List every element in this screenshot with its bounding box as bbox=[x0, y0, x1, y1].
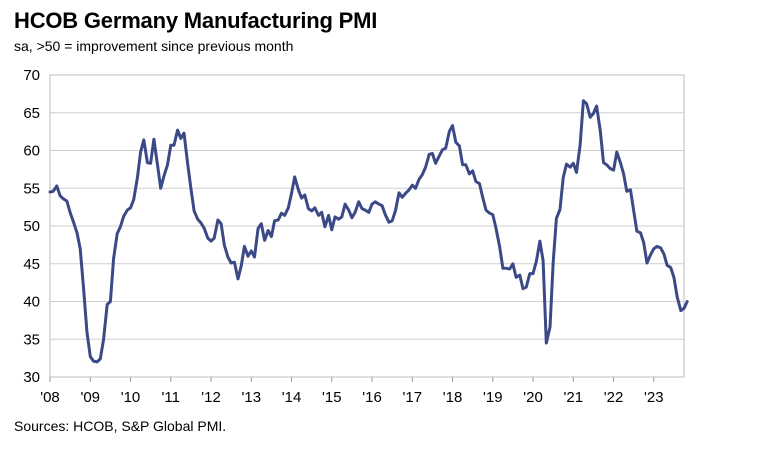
x-tick-label: '17 bbox=[403, 389, 423, 406]
x-tick-label: '21 bbox=[564, 389, 584, 406]
chart-title: HCOB Germany Manufacturing PMI bbox=[14, 8, 378, 33]
x-tick-label: '15 bbox=[322, 389, 342, 406]
y-tick-label: 35 bbox=[23, 331, 40, 348]
y-tick-label: 65 bbox=[23, 105, 40, 122]
source-note: Sources: HCOB, S&P Global PMI. bbox=[14, 418, 227, 434]
chart-subtitle: sa, >50 = improvement since previous mon… bbox=[14, 38, 294, 54]
y-tick-label: 60 bbox=[23, 143, 40, 160]
x-tick-label: '13 bbox=[241, 389, 261, 406]
x-tick-label: '14 bbox=[282, 389, 302, 406]
x-tick-label: '22 bbox=[604, 389, 624, 406]
x-tick-label: '23 bbox=[644, 389, 664, 406]
y-tick-label: 30 bbox=[23, 369, 40, 386]
x-tick-label: '12 bbox=[201, 389, 221, 406]
x-tick-label: '20 bbox=[523, 389, 543, 406]
y-tick-label: 40 bbox=[23, 294, 40, 311]
x-tick-label: '18 bbox=[443, 389, 463, 406]
x-tick-label: '16 bbox=[362, 389, 382, 406]
x-tick-label: '19 bbox=[483, 389, 503, 406]
y-tick-label: 45 bbox=[23, 256, 40, 273]
y-tick-label: 55 bbox=[23, 180, 40, 197]
x-axis-ticks: '08 '09 '10 '11 '12 '13 '14 '15 '16 '17 '18 '19 '20 '… bbox=[40, 377, 664, 406]
y-tick-label: 50 bbox=[23, 218, 40, 235]
x-tick-label: '08 bbox=[40, 389, 60, 406]
x-tick-label: '09 bbox=[80, 389, 100, 406]
x-tick-label: '11 bbox=[162, 389, 180, 406]
y-axis-ticks: 30 35 40 45 50 55 60 65 70 bbox=[23, 67, 40, 386]
series-line bbox=[48, 99, 689, 364]
x-tick-label: '10 bbox=[121, 389, 141, 406]
y-tick-label: 70 bbox=[23, 67, 40, 84]
